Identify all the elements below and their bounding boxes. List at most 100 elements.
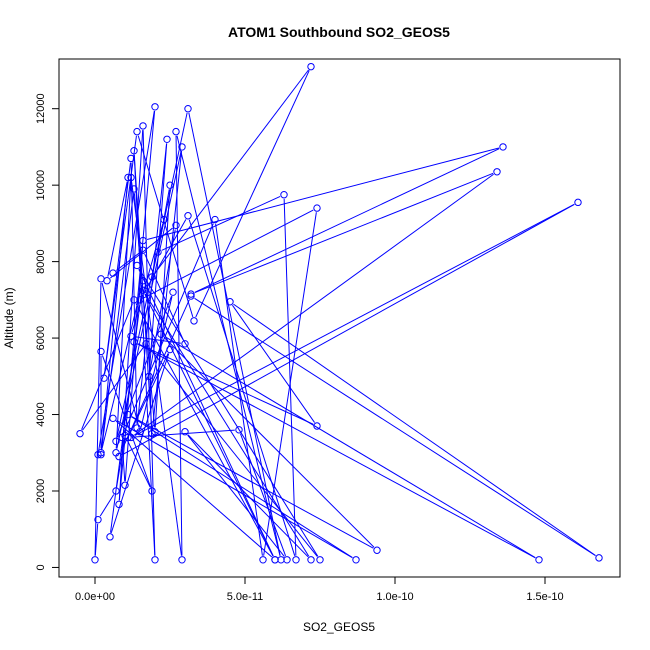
series-line-segment	[131, 223, 164, 333]
data-point	[106, 533, 114, 541]
series-line-segment	[134, 203, 575, 436]
series-line-segment	[161, 195, 281, 251]
data-point	[373, 546, 381, 554]
data-point	[97, 449, 105, 457]
series-line-segment	[138, 269, 274, 557]
series-line-segment	[120, 299, 190, 453]
x-tick-label: 0.0e+00	[75, 591, 115, 603]
series-line-segment	[136, 143, 168, 424]
data-point	[316, 556, 324, 564]
series-line-segment	[144, 293, 310, 557]
series-line-segment	[131, 181, 182, 556]
series-line-segment	[137, 135, 194, 317]
x-axis: 0.0e+00 5.0e-11 1.0e-10 1.5e-10	[75, 576, 564, 603]
data-point	[145, 372, 153, 380]
data-point	[127, 173, 135, 182]
series-line-segment	[163, 336, 375, 548]
data-point	[493, 168, 501, 176]
data-point	[154, 248, 162, 256]
data-point	[172, 127, 180, 136]
data-point	[160, 215, 168, 224]
series-line-segment	[194, 172, 494, 294]
data-point	[139, 277, 147, 285]
data-point	[172, 221, 180, 229]
data-point	[187, 292, 195, 300]
series-line-segment	[187, 434, 309, 558]
series-line-segment	[137, 343, 536, 559]
series-line-segment	[175, 135, 183, 556]
data-point	[148, 273, 156, 281]
data-point	[139, 246, 147, 254]
data-point	[184, 104, 192, 113]
data-point	[595, 554, 603, 562]
series-line-segment	[94, 523, 99, 556]
series-line-segment	[283, 198, 297, 556]
series-line-segment	[154, 69, 309, 274]
series-line-segment	[188, 219, 296, 556]
series-line-segment	[110, 353, 170, 534]
data-point	[352, 556, 360, 564]
y-tick-label: 4000	[35, 402, 47, 426]
data-point	[130, 185, 138, 193]
series-line-segment	[131, 416, 374, 549]
data-point	[499, 143, 507, 151]
data-point	[178, 556, 186, 564]
series-line-segment	[141, 219, 187, 297]
data-point	[133, 127, 141, 136]
series-line-segment	[116, 223, 164, 438]
data-point	[121, 481, 129, 489]
x-axis-label: SO2_GEOS5	[303, 620, 375, 634]
data-point	[307, 556, 315, 564]
data-point	[169, 288, 177, 296]
x-tick-label: 1.5e-10	[526, 591, 563, 603]
data-point	[133, 261, 141, 270]
series-line-segment	[94, 283, 102, 556]
series-line-segment	[99, 494, 115, 517]
y-axis: 0 2000 4000 6000 8000 10000 12000	[35, 93, 60, 571]
data-point	[166, 345, 174, 354]
data-point	[142, 340, 150, 348]
y-tick-label: 10000	[35, 170, 47, 201]
series-line-segment	[137, 343, 314, 425]
data-point	[112, 487, 120, 495]
y-tick-label: 2000	[35, 479, 47, 503]
data-point	[151, 428, 159, 436]
data-point	[271, 556, 279, 564]
data-point	[187, 290, 195, 298]
data-point	[91, 556, 99, 564]
data-point	[124, 410, 132, 419]
series-line-segment	[140, 296, 173, 428]
data-point	[130, 338, 138, 346]
series-line-segment	[116, 439, 125, 487]
data-point	[136, 428, 144, 436]
series-line-segment	[231, 304, 316, 423]
series-line-segment	[115, 420, 273, 558]
series-line-segment	[131, 416, 353, 558]
data-point	[181, 428, 189, 436]
series-line-segment	[194, 148, 500, 293]
series-line-segment	[194, 297, 596, 557]
y-tick-label: 8000	[35, 249, 47, 273]
series-lines	[81, 69, 596, 559]
series-line-segment	[144, 293, 274, 557]
series-line-segment	[188, 112, 281, 556]
series-line-segment	[101, 282, 140, 428]
data-point	[109, 269, 117, 277]
data-point	[151, 556, 159, 564]
data-point	[127, 154, 135, 163]
data-point	[226, 298, 234, 306]
series-line-segment	[135, 336, 181, 344]
y-tick-label: 0	[35, 564, 47, 570]
data-point	[157, 330, 165, 338]
series-line-segment	[100, 181, 129, 451]
data-point	[139, 236, 147, 245]
series-line-segment	[110, 284, 143, 533]
series-line-segment	[239, 433, 287, 557]
x-tick-label: 1.0e-10	[376, 591, 413, 603]
series-line-segment	[126, 439, 151, 488]
series-line-segment	[148, 346, 318, 557]
data-point	[184, 212, 192, 220]
data-point	[97, 450, 105, 459]
series-line-segment	[164, 335, 536, 559]
